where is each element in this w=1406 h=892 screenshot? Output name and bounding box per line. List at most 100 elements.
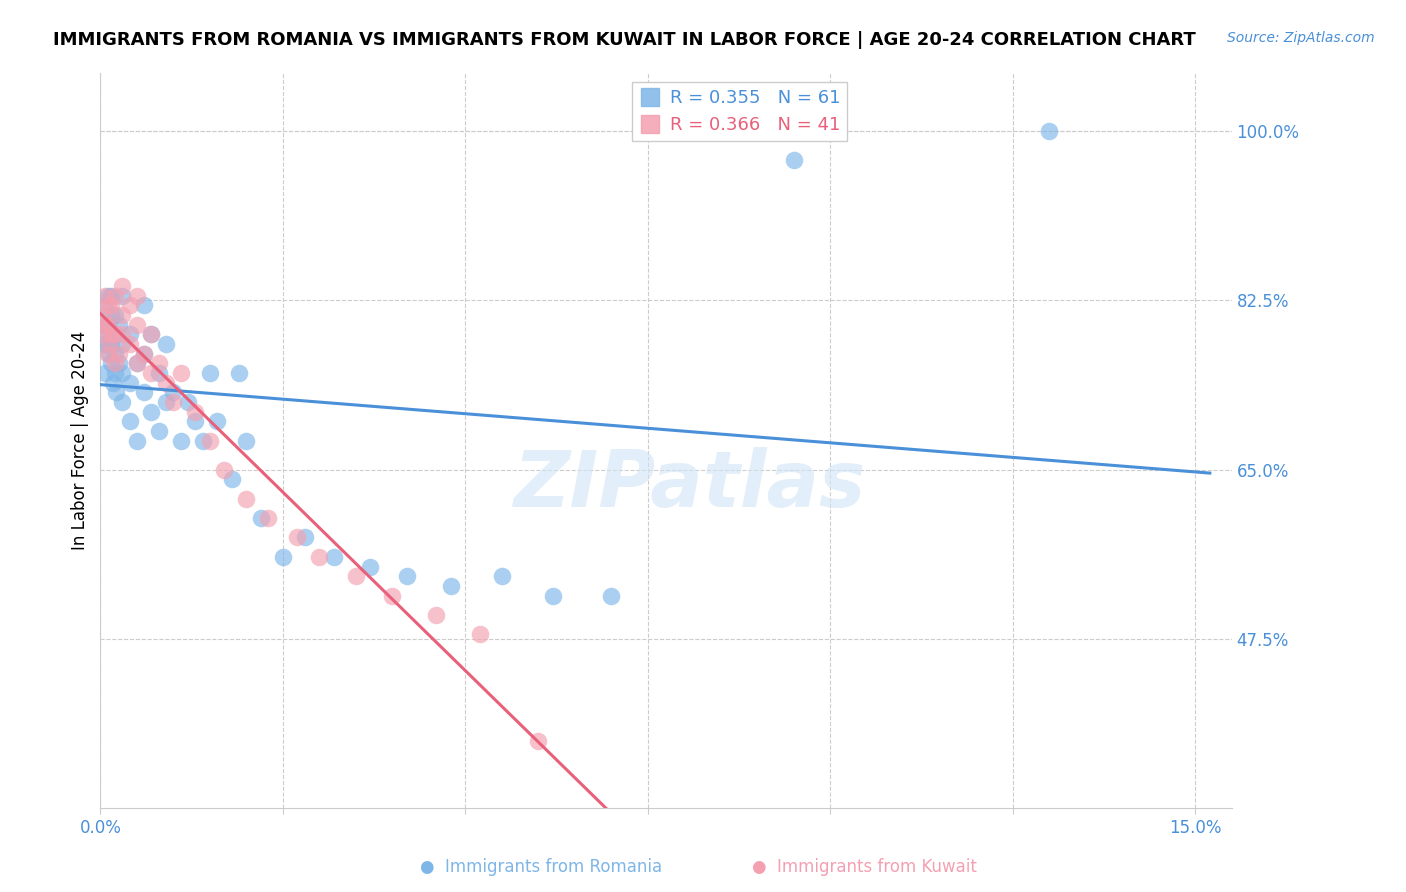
Point xyxy=(97,318,120,332)
Point xyxy=(93,308,115,322)
Point xyxy=(104,346,127,360)
Point xyxy=(169,434,191,448)
Point xyxy=(94,288,117,302)
Point xyxy=(162,395,184,409)
Point xyxy=(134,346,156,360)
Point xyxy=(100,298,122,312)
Point xyxy=(134,298,156,312)
Point xyxy=(118,376,141,390)
Point xyxy=(134,346,156,360)
Point xyxy=(294,531,316,545)
Point xyxy=(111,288,134,302)
Point xyxy=(250,511,273,525)
Point xyxy=(141,327,163,342)
Text: Source: ZipAtlas.com: Source: ZipAtlas.com xyxy=(1227,31,1375,45)
Point xyxy=(271,549,294,564)
Point xyxy=(141,405,163,419)
Point xyxy=(125,356,148,370)
Point xyxy=(111,278,134,293)
Text: ●  Immigrants from Kuwait: ● Immigrants from Kuwait xyxy=(752,858,977,876)
Point xyxy=(118,327,141,342)
Point xyxy=(98,346,121,360)
Point xyxy=(395,569,418,583)
Point xyxy=(97,337,120,351)
Point xyxy=(91,327,114,342)
Point xyxy=(104,308,127,322)
Point xyxy=(381,589,404,603)
Point xyxy=(125,318,148,332)
Point xyxy=(169,366,191,380)
Point xyxy=(111,366,134,380)
Point xyxy=(97,288,120,302)
Point xyxy=(148,356,170,370)
Point xyxy=(98,327,121,342)
Point xyxy=(155,395,177,409)
Point xyxy=(97,318,120,332)
Point xyxy=(103,376,125,390)
Point xyxy=(198,434,221,448)
Point xyxy=(104,366,127,380)
Legend: R = 0.355   N = 61, R = 0.366   N = 41: R = 0.355 N = 61, R = 0.366 N = 41 xyxy=(631,82,848,142)
Point xyxy=(93,298,115,312)
Point xyxy=(783,153,806,167)
Y-axis label: In Labor Force | Age 20-24: In Labor Force | Age 20-24 xyxy=(72,331,89,550)
Text: ●  Immigrants from Romania: ● Immigrants from Romania xyxy=(420,858,662,876)
Point xyxy=(111,327,134,342)
Point xyxy=(107,356,129,370)
Point xyxy=(214,463,236,477)
Point xyxy=(425,607,447,622)
Point xyxy=(184,405,207,419)
Point xyxy=(221,472,243,486)
Point xyxy=(148,366,170,380)
Point xyxy=(97,346,120,360)
Point xyxy=(600,589,623,603)
Point xyxy=(100,288,122,302)
Point xyxy=(235,434,257,448)
Text: IMMIGRANTS FROM ROMANIA VS IMMIGRANTS FROM KUWAIT IN LABOR FORCE | AGE 20-24 COR: IMMIGRANTS FROM ROMANIA VS IMMIGRANTS FR… xyxy=(53,31,1197,49)
Point xyxy=(97,298,120,312)
Point xyxy=(148,424,170,438)
Point xyxy=(141,366,163,380)
Point xyxy=(491,569,513,583)
Point xyxy=(257,511,280,525)
Point xyxy=(359,559,381,574)
Point xyxy=(111,395,134,409)
Point xyxy=(118,414,141,428)
Point xyxy=(287,531,309,545)
Point xyxy=(111,337,134,351)
Point xyxy=(100,308,122,322)
Point xyxy=(93,337,115,351)
Point xyxy=(118,298,141,312)
Point xyxy=(118,337,141,351)
Point xyxy=(107,318,129,332)
Point xyxy=(162,385,184,400)
Point xyxy=(98,337,121,351)
Point xyxy=(344,569,367,583)
Point xyxy=(155,337,177,351)
Point xyxy=(205,414,228,428)
Point xyxy=(527,733,550,747)
Point xyxy=(104,356,127,370)
Point xyxy=(177,395,200,409)
Point xyxy=(155,376,177,390)
Point xyxy=(323,549,346,564)
Point xyxy=(191,434,214,448)
Point xyxy=(100,356,122,370)
Point xyxy=(228,366,250,380)
Point xyxy=(141,327,163,342)
Point xyxy=(440,579,463,593)
Point xyxy=(125,434,148,448)
Point xyxy=(111,308,134,322)
Point xyxy=(104,327,127,342)
Point xyxy=(308,549,330,564)
Point xyxy=(468,627,491,641)
Point xyxy=(184,414,207,428)
Point xyxy=(107,346,129,360)
Point xyxy=(93,318,115,332)
Point xyxy=(235,491,257,506)
Point xyxy=(94,366,117,380)
Point xyxy=(134,385,156,400)
Point xyxy=(1038,124,1060,138)
Point xyxy=(125,356,148,370)
Point xyxy=(100,327,122,342)
